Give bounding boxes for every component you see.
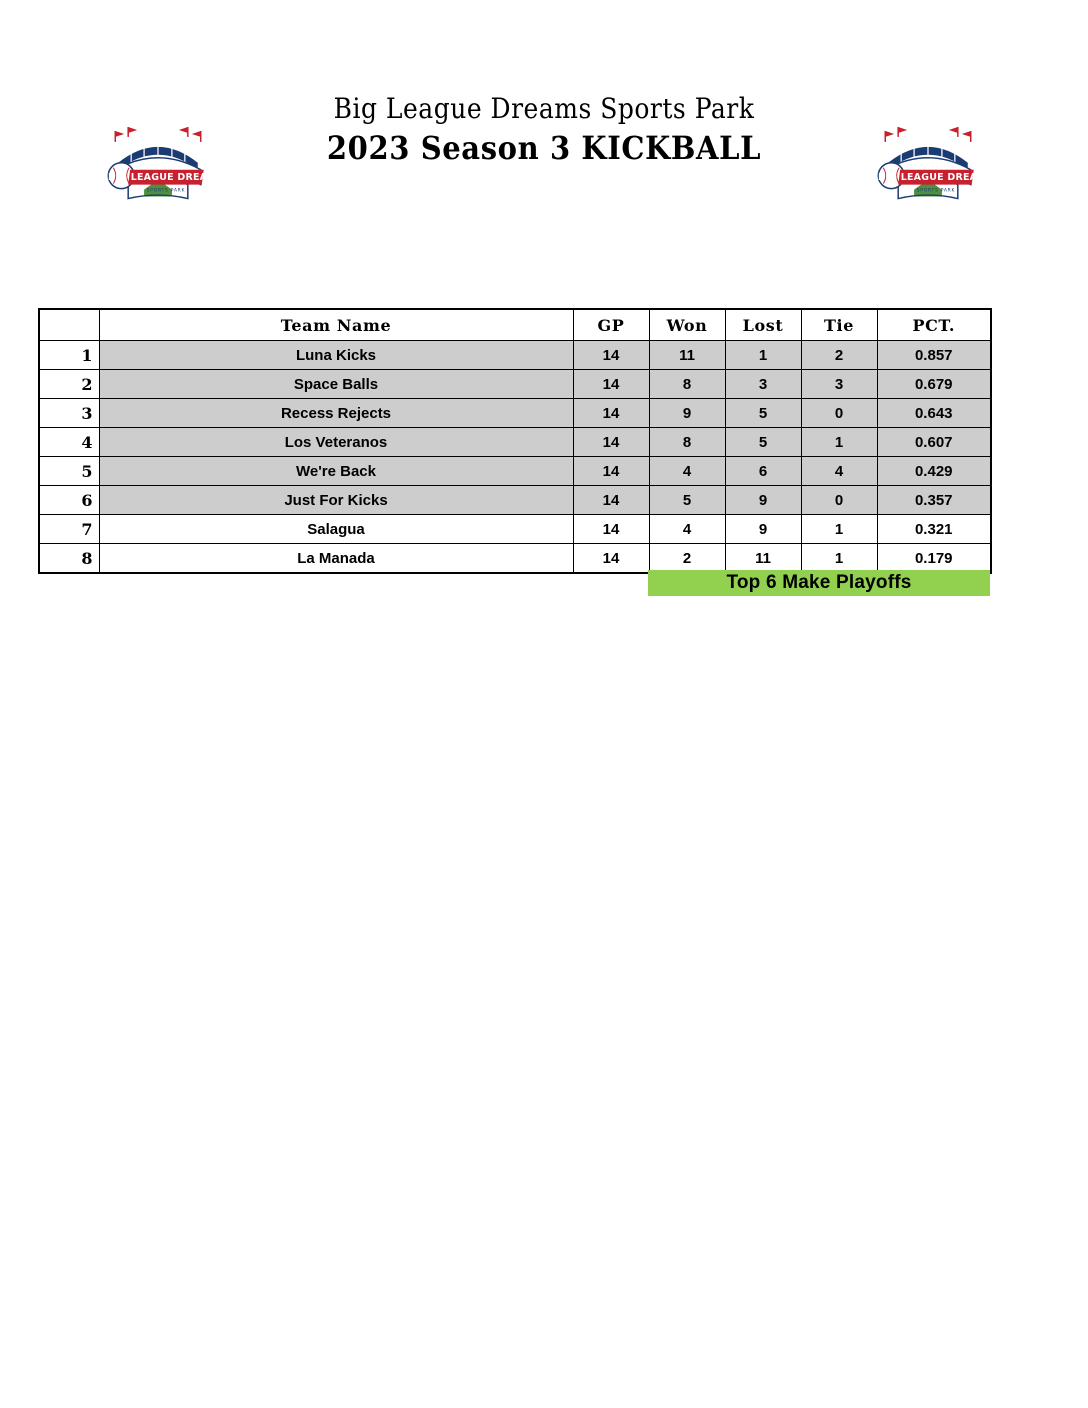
cell-team-name: Los Veteranos xyxy=(98,427,574,457)
cell-won: 9 xyxy=(648,398,726,428)
cell-pct: 0.607 xyxy=(876,427,992,457)
cell-tie: 0 xyxy=(800,398,878,428)
cell-lost: 6 xyxy=(724,456,802,486)
column-header-pct: PCT. xyxy=(876,308,992,341)
cell-pct: 0.321 xyxy=(876,514,992,544)
cell-gp: 14 xyxy=(572,514,650,544)
table-row: 2 Space Balls 14 8 3 3 0.679 xyxy=(38,369,992,399)
cell-lost: 5 xyxy=(724,398,802,428)
cell-pct: 0.429 xyxy=(876,456,992,486)
column-header-team-name: Team Name xyxy=(98,308,574,341)
cell-rank: 4 xyxy=(38,427,100,457)
cell-lost: 3 xyxy=(724,369,802,399)
cell-rank: 3 xyxy=(38,398,100,428)
table-row: 6 Just For Kicks 14 5 9 0 0.357 xyxy=(38,485,992,515)
standings-table-container: Team Name GP Won Lost Tie PCT. 1 Luna Kic… xyxy=(38,308,992,574)
stadium-logo-icon: BIG LEAGUE DREAMS SPORTS PARK xyxy=(877,126,994,200)
cell-team-name: Luna Kicks xyxy=(98,340,574,370)
cell-tie: 1 xyxy=(800,514,878,544)
cell-won: 5 xyxy=(648,485,726,515)
cell-pct: 0.857 xyxy=(876,340,992,370)
cell-gp: 14 xyxy=(572,543,650,574)
big-league-dreams-logo-right: BIG LEAGUE DREAMS SPORTS PARK xyxy=(868,124,994,206)
cell-won: 8 xyxy=(648,369,726,399)
cell-lost: 1 xyxy=(724,340,802,370)
table-row: 1 Luna Kicks 14 11 1 2 0.857 xyxy=(38,340,992,370)
cell-won: 2 xyxy=(648,543,726,574)
cell-rank: 8 xyxy=(38,543,100,574)
column-header-rank xyxy=(38,308,100,341)
cell-lost: 9 xyxy=(724,514,802,544)
logo-wordmark: BIG LEAGUE DREAMS xyxy=(878,172,988,183)
cell-won: 11 xyxy=(648,340,726,370)
logo-subtext: SPORTS PARK xyxy=(147,188,186,194)
standings-table-body: 1 Luna Kicks 14 11 1 2 0.857 2 Space Balls 14 8 3 3 0… xyxy=(38,340,992,574)
park-name-title: Big League Dreams Sports Park xyxy=(333,92,755,125)
cell-pct: 0.643 xyxy=(876,398,992,428)
cell-tie: 3 xyxy=(800,369,878,399)
cell-won: 4 xyxy=(648,456,726,486)
page-title-block: Big League Dreams Sports Park 2023 Seaso… xyxy=(0,92,1088,167)
logo-wordmark: BIG LEAGUE DREAMS xyxy=(108,172,218,183)
cell-lost: 5 xyxy=(724,427,802,457)
cell-rank: 7 xyxy=(38,514,100,544)
cell-rank: 5 xyxy=(38,456,100,486)
cell-tie: 2 xyxy=(800,340,878,370)
cell-lost: 9 xyxy=(724,485,802,515)
cell-pct: 0.179 xyxy=(876,543,992,574)
table-row: 4 Los Veteranos 14 8 5 1 0.607 xyxy=(38,427,992,457)
table-row: 5 We're Back 14 4 6 4 0.429 xyxy=(38,456,992,486)
cell-team-name: We're Back xyxy=(98,456,574,486)
cell-rank: 6 xyxy=(38,485,100,515)
cell-gp: 14 xyxy=(572,427,650,457)
cell-tie: 0 xyxy=(800,485,878,515)
cell-tie: 1 xyxy=(800,543,878,574)
table-row: 3 Recess Rejects 14 9 5 0 0.643 xyxy=(38,398,992,428)
cell-team-name: Just For Kicks xyxy=(98,485,574,515)
cell-team-name: Salagua xyxy=(98,514,574,544)
table-row: 8 La Manada 14 2 11 1 0.179 xyxy=(38,543,992,574)
cell-gp: 14 xyxy=(572,456,650,486)
cell-lost: 11 xyxy=(724,543,802,574)
cell-tie: 4 xyxy=(800,456,878,486)
playoffs-note-banner: Top 6 Make Playoffs xyxy=(648,570,990,596)
cell-team-name: Recess Rejects xyxy=(98,398,574,428)
cell-team-name: La Manada xyxy=(98,543,574,574)
big-league-dreams-logo-left: BIG LEAGUE DREAMS SPORTS PARK xyxy=(98,124,224,206)
season-title: 2023 Season 3 KICKBALL xyxy=(326,129,762,167)
cell-gp: 14 xyxy=(572,398,650,428)
table-row: 7 Salagua 14 4 9 1 0.321 xyxy=(38,514,992,544)
cell-pct: 0.679 xyxy=(876,369,992,399)
cell-tie: 1 xyxy=(800,427,878,457)
cell-won: 8 xyxy=(648,427,726,457)
column-header-tie: Tie xyxy=(800,308,878,341)
cell-gp: 14 xyxy=(572,340,650,370)
cell-rank: 1 xyxy=(38,340,100,370)
table-header-row: Team Name GP Won Lost Tie PCT. xyxy=(38,308,992,341)
cell-pct: 0.357 xyxy=(876,485,992,515)
stadium-logo-icon: BIG LEAGUE DREAMS SPORTS PARK xyxy=(107,126,224,200)
page-header: BIG LEAGUE DREAMS SPORTS PARK Big League… xyxy=(0,0,1088,240)
column-header-won: Won xyxy=(648,308,726,341)
cell-won: 4 xyxy=(648,514,726,544)
cell-rank: 2 xyxy=(38,369,100,399)
cell-team-name: Space Balls xyxy=(98,369,574,399)
column-header-gp: GP xyxy=(572,308,650,341)
cell-gp: 14 xyxy=(572,485,650,515)
column-header-lost: Lost xyxy=(724,308,802,341)
cell-gp: 14 xyxy=(572,369,650,399)
standings-table: Team Name GP Won Lost Tie PCT. 1 Luna Kic… xyxy=(38,308,992,574)
logo-subtext: SPORTS PARK xyxy=(917,188,956,194)
